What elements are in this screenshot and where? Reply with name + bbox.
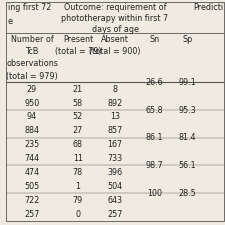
Text: Present: Present — [63, 35, 93, 44]
Text: 474: 474 — [24, 168, 40, 177]
Text: 21: 21 — [73, 85, 83, 94]
Text: Sp: Sp — [182, 35, 192, 44]
Text: 643: 643 — [108, 196, 122, 205]
Text: 0: 0 — [75, 209, 80, 218]
Text: 950: 950 — [24, 99, 40, 108]
Text: 99.1: 99.1 — [178, 78, 196, 87]
Text: Predicti: Predicti — [193, 3, 223, 12]
Text: 78: 78 — [73, 168, 83, 177]
Text: 13: 13 — [110, 112, 120, 122]
Text: 8: 8 — [112, 85, 117, 94]
Text: observations: observations — [6, 59, 58, 68]
Text: 11: 11 — [73, 154, 83, 163]
Text: 722: 722 — [24, 196, 40, 205]
Text: 505: 505 — [24, 182, 40, 191]
Text: ing first 72: ing first 72 — [8, 3, 51, 12]
Text: 86.1: 86.1 — [146, 133, 163, 142]
Text: 29: 29 — [27, 85, 37, 94]
Text: 857: 857 — [107, 126, 123, 135]
Text: 81.4: 81.4 — [178, 133, 196, 142]
Text: 28.5: 28.5 — [178, 189, 196, 198]
Text: (total = 979): (total = 979) — [6, 72, 58, 81]
Text: 26.6: 26.6 — [146, 78, 163, 87]
Text: (total = 900): (total = 900) — [89, 47, 141, 56]
Text: 733: 733 — [108, 154, 123, 163]
Text: 235: 235 — [24, 140, 40, 149]
Text: Outcome: requirement of
phototherapy within first 7
days of age: Outcome: requirement of phototherapy wit… — [61, 3, 169, 34]
Text: 56.1: 56.1 — [178, 161, 196, 170]
Text: Absent: Absent — [101, 35, 129, 44]
Text: 167: 167 — [108, 140, 123, 149]
Text: 95.3: 95.3 — [178, 106, 196, 115]
Text: 1: 1 — [75, 182, 80, 191]
Text: 27: 27 — [73, 126, 83, 135]
Text: 65.8: 65.8 — [146, 106, 163, 115]
Text: TcB: TcB — [25, 47, 39, 56]
Text: 94: 94 — [27, 112, 37, 122]
Text: 892: 892 — [107, 99, 123, 108]
Text: 884: 884 — [25, 126, 39, 135]
Text: 52: 52 — [73, 112, 83, 122]
Text: e: e — [8, 18, 13, 27]
Text: Sn: Sn — [149, 35, 160, 44]
Text: 98.7: 98.7 — [146, 161, 163, 170]
Text: 744: 744 — [24, 154, 40, 163]
Text: 79: 79 — [73, 196, 83, 205]
Text: 396: 396 — [108, 168, 123, 177]
Text: (total = 79): (total = 79) — [54, 47, 101, 56]
Text: Number of: Number of — [11, 35, 53, 44]
Text: 257: 257 — [24, 209, 40, 218]
Text: 257: 257 — [107, 209, 123, 218]
Text: 100: 100 — [147, 189, 162, 198]
Text: 504: 504 — [108, 182, 123, 191]
Text: 58: 58 — [73, 99, 83, 108]
Text: 68: 68 — [73, 140, 83, 149]
